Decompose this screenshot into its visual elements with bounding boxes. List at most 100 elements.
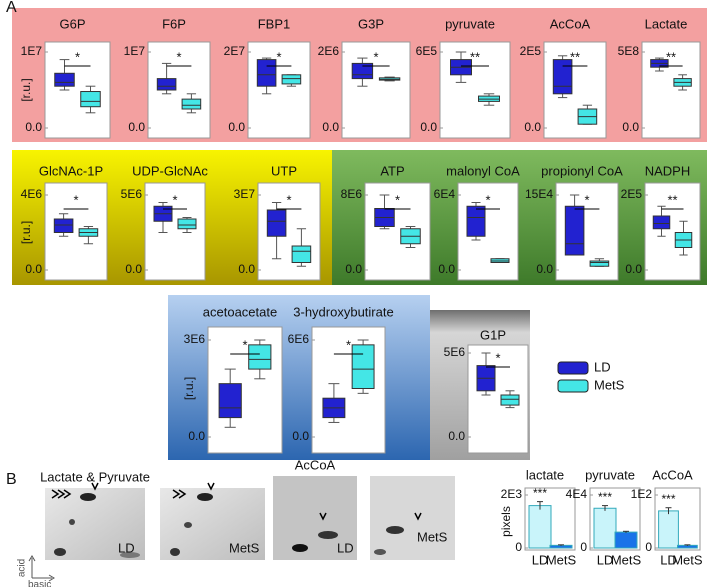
panel-label: B: [6, 471, 17, 488]
box: [156, 78, 177, 91]
box: [80, 91, 101, 108]
y-tick-label: 0.0: [292, 429, 309, 443]
chart-title: G1P: [480, 327, 506, 342]
box: [54, 72, 75, 87]
y-axis-label: pixels: [499, 506, 513, 537]
y-tick-label: 4E6: [21, 187, 43, 201]
sig-label: *: [373, 49, 378, 64]
y-axis-label: [r.u.]: [182, 377, 196, 400]
plot-frame: [439, 41, 511, 139]
y-tick-label: 0.0: [25, 120, 42, 134]
bar: [593, 507, 617, 549]
bar: [614, 531, 638, 549]
legend: LD MetS: [557, 359, 625, 393]
sig-label: **: [666, 49, 676, 64]
plot-frame: [247, 41, 311, 139]
chart-title: AcCoA: [550, 16, 591, 31]
chart-title: FBP1: [258, 16, 291, 31]
y-tick-label: 3E6: [184, 332, 206, 346]
chart-title: UDP-GlcNAc: [132, 163, 208, 178]
legend-label: LD: [594, 359, 611, 374]
box: [552, 59, 573, 95]
gel-label: MetS: [229, 540, 260, 555]
y-axis-label: [r.u.]: [19, 78, 33, 101]
plot-frame: [144, 182, 206, 281]
y-tick-label: 0.0: [125, 262, 142, 276]
plot-frame: [44, 41, 111, 139]
chart-title: NADPH: [645, 163, 691, 178]
y-tick-label: 15E4: [525, 187, 553, 201]
y-tick-label: 0.0: [622, 120, 639, 134]
sig-label: *: [495, 350, 500, 365]
y-tick-label: 0.0: [188, 429, 205, 443]
axis-label: acid: [17, 559, 28, 577]
box: [177, 218, 197, 230]
y-tick-label: 1E2: [631, 487, 653, 501]
sig-label: *: [172, 192, 177, 207]
box: [248, 344, 272, 370]
plot-frame: [641, 41, 701, 139]
y-axis-label: [r.u.]: [19, 221, 33, 244]
x-tick-label: MetS: [611, 552, 642, 567]
sig-label: *: [584, 192, 589, 207]
plot-frame: [644, 182, 701, 281]
sig-label: **: [667, 192, 677, 207]
chart-title: UTP: [271, 163, 297, 178]
y-tick-label: 6E5: [416, 44, 438, 58]
axis-label: basic: [28, 580, 51, 587]
chart-title: F6P: [162, 16, 186, 31]
sig-label: *: [485, 192, 490, 207]
y-tick-label: 0.0: [25, 262, 42, 276]
sig-label: ***: [598, 490, 612, 504]
chart-title: pyruvate: [445, 16, 495, 31]
bar: [658, 510, 679, 549]
y-tick-label: 2E5: [520, 44, 542, 58]
gel: [160, 488, 265, 560]
x-tick-label: LD: [660, 552, 677, 567]
y-tick-label: 5E6: [121, 187, 143, 201]
sig-label: *: [73, 192, 78, 207]
gel: [45, 488, 145, 560]
y-tick-label: 0.0: [345, 262, 362, 276]
legend-swatch: [557, 379, 589, 393]
box: [53, 218, 74, 233]
gel-label: LD: [337, 540, 354, 555]
sig-label: *: [75, 49, 80, 64]
chart-title: acetoacetate: [203, 304, 277, 319]
sig-label: *: [395, 192, 400, 207]
box: [256, 59, 277, 87]
chart-title: AcCoA: [652, 467, 693, 482]
y-tick-label: 5E6: [444, 345, 466, 359]
legend-swatch: [557, 361, 589, 375]
y-tick-label: 0: [580, 540, 587, 554]
box: [266, 209, 287, 237]
gel: [370, 476, 455, 560]
y-tick-label: 2E5: [621, 187, 643, 201]
sig-label: *: [276, 49, 281, 64]
box: [500, 394, 520, 406]
y-tick-label: 0.0: [228, 120, 245, 134]
box: [564, 205, 585, 256]
y-tick-label: 2E6: [318, 44, 340, 58]
y-tick-label: 6E6: [288, 332, 310, 346]
y-tick-label: 0.0: [128, 120, 145, 134]
chart-title: malonyl CoA: [446, 163, 520, 178]
gel-images: Lactate & Pyruvate AcCoA LD MetS LD MetS…: [17, 457, 455, 587]
gel-title: Lactate & Pyruvate: [40, 469, 150, 484]
y-tick-label: 2E7: [224, 44, 246, 58]
box: [351, 344, 375, 390]
sig-label: **: [570, 49, 580, 64]
box: [652, 215, 671, 230]
y-tick-label: 0.0: [438, 262, 455, 276]
box: [181, 98, 202, 110]
gel-label: LD: [118, 540, 135, 555]
gel: [273, 476, 357, 560]
sig-label: ***: [533, 486, 547, 500]
sig-label: *: [176, 49, 181, 64]
y-tick-label: 6E4: [434, 187, 456, 201]
chart-title: 3-hydroxybutirate: [293, 304, 393, 319]
y-tick-label: 0.0: [448, 429, 465, 443]
sig-label: *: [346, 337, 351, 352]
gel-label: MetS: [417, 529, 448, 544]
y-tick-label: 3E7: [234, 187, 256, 201]
